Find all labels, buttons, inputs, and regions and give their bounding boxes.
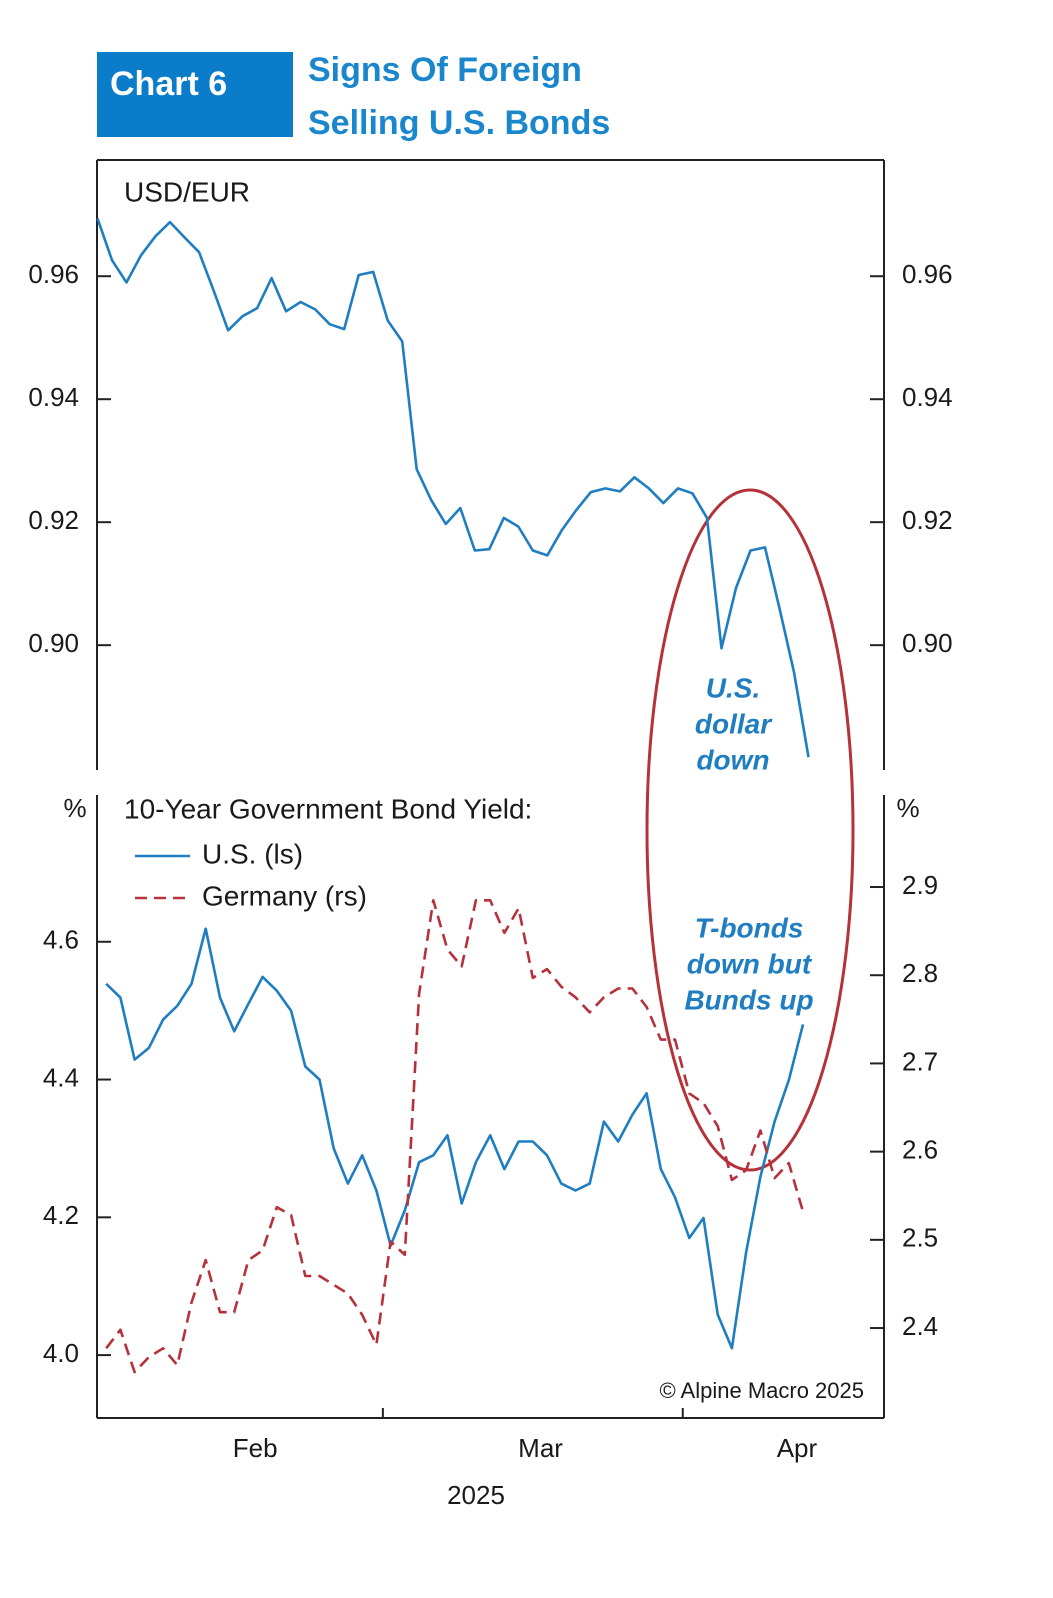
badge-box — [97, 52, 293, 137]
y-tick-label-right: 0.94 — [902, 382, 953, 412]
annotation: Bunds up — [684, 984, 813, 1015]
annotation: down — [696, 744, 769, 775]
annotation: U.S. — [706, 672, 760, 703]
title-line: Selling U.S. Bonds — [308, 104, 610, 142]
y-tick-label-right: 0.90 — [902, 628, 953, 658]
y2-tick-label: 2.8 — [902, 958, 938, 988]
highlight-ellipse — [645, 488, 855, 1172]
y2-axis-label: % — [896, 793, 919, 823]
x-tick-label: Mar — [518, 1433, 563, 1463]
y-tick-label-right: 0.96 — [902, 259, 953, 289]
x-tick-label: Apr — [777, 1433, 818, 1463]
y-tick-label-right: 0.92 — [902, 505, 953, 535]
y2-tick-label: 2.4 — [902, 1311, 938, 1341]
line-series — [105, 927, 805, 1350]
frame — [96, 159, 885, 1419]
legend-label: Germany (rs) — [202, 880, 367, 911]
title-line: Signs Of Foreign — [308, 51, 582, 89]
y-tick-label: 4.6 — [43, 925, 79, 955]
source: © Alpine Macro 2025 — [659, 1378, 864, 1403]
panel-title: 10-Year Government Bond Yield: — [124, 793, 532, 824]
annotation: T-bonds — [695, 912, 804, 943]
line-series — [105, 899, 805, 1374]
y2-tick-label: 2.5 — [902, 1223, 938, 1253]
annotation: down but — [687, 948, 813, 979]
x-axis-label: 2025 — [447, 1480, 505, 1510]
badge: Chart 6 — [110, 65, 227, 103]
line-series — [96, 217, 810, 758]
panel-title: USD/EUR — [124, 176, 250, 207]
y-axis-label: % — [63, 793, 86, 823]
y-tick-label: 0.90 — [28, 628, 79, 658]
y-tick-label: 0.94 — [28, 382, 79, 412]
annotation: dollar — [695, 708, 773, 739]
x-tick-label: Feb — [233, 1433, 278, 1463]
y2-tick-label: 2.7 — [902, 1046, 938, 1076]
y-tick-label: 4.2 — [43, 1200, 79, 1230]
y-tick-label: 4.0 — [43, 1338, 79, 1368]
y2-tick-label: 2.9 — [902, 870, 938, 900]
y-tick-label: 0.92 — [28, 505, 79, 535]
y2-tick-label: 2.6 — [902, 1135, 938, 1165]
y-tick-label: 4.4 — [43, 1062, 79, 1092]
legend-label: U.S. (ls) — [202, 838, 303, 869]
y-tick-label: 0.96 — [28, 259, 79, 289]
